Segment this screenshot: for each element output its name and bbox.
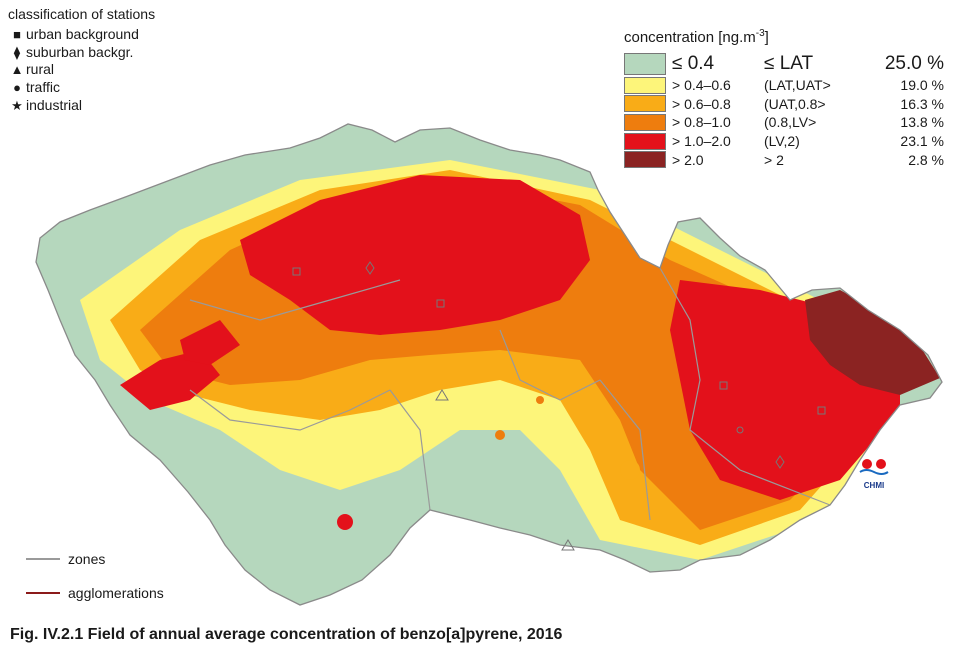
- line-legend: zones agglomerations: [26, 550, 164, 602]
- station-legend-label: urban background: [26, 25, 139, 42]
- chmi-logo: CHMI: [858, 458, 890, 490]
- concentration-range: ≤ 0.4: [672, 53, 715, 74]
- concentration-legend-title: concentration [ng.m-3]: [624, 28, 954, 46]
- concentration-range: > 1.0–2.0: [672, 133, 731, 150]
- concentration-title-text: concentration [ng.m: [624, 29, 756, 46]
- figure-caption: Fig. IV.2.1 Field of annual average conc…: [10, 626, 563, 643]
- urban-background-icon: ■: [13, 26, 21, 42]
- station-classification-legend: classification of stations ■ urban backg…: [8, 6, 155, 115]
- agglomerations-line-swatch: [26, 592, 60, 594]
- rural-marker: [435, 389, 449, 401]
- suburban-background-marker: [365, 261, 375, 275]
- station-legend-item: ▲ rural: [8, 61, 155, 79]
- concentration-swatch: [624, 53, 666, 75]
- zone-borders: [189, 267, 831, 521]
- concentration-range: > 0.6–0.8: [672, 95, 731, 112]
- rural-marker: [561, 539, 575, 551]
- concentration-swatch: [624, 76, 666, 94]
- agglomerations-label: agglomerations: [68, 585, 164, 601]
- concentration-limit: (0.8,LV>: [764, 114, 817, 131]
- concentration-limit: > 2: [764, 151, 784, 168]
- concentration-percent: 19.0 %: [900, 77, 944, 94]
- concentration-swatch: [624, 113, 666, 131]
- concentration-legend-item: > 0.4–0.6 (LAT,UAT> 19.0 %: [624, 76, 954, 95]
- station-legend-title: classification of stations: [8, 6, 156, 22]
- concentration-percent: 13.8 %: [900, 114, 944, 131]
- station-legend-label: rural: [26, 61, 55, 78]
- agglomerations-legend-item: agglomerations: [26, 584, 164, 602]
- concentration-percent: 25.0 %: [884, 53, 944, 74]
- traffic-icon: ●: [13, 80, 21, 96]
- station-legend-label: traffic: [26, 79, 60, 96]
- station-legend-item: ⧫ suburban backgr.: [8, 44, 155, 62]
- concentration-legend-item: ≤ 0.4 ≤ LAT 25.0 %: [624, 52, 954, 76]
- concentration-range: > 0.4–0.6: [672, 77, 731, 94]
- concentration-legend-item: > 0.8–1.0 (0.8,LV> 13.8 %: [624, 113, 954, 132]
- station-legend-label: suburban backgr.: [26, 43, 134, 60]
- rural-icon: ▲: [10, 62, 24, 78]
- zones-label: zones: [68, 551, 106, 567]
- concentration-title-exponent: -3: [755, 28, 765, 39]
- station-legend-item: ● traffic: [8, 79, 155, 97]
- station-markers: [292, 261, 826, 551]
- traffic-marker: [736, 426, 744, 434]
- concentration-legend: concentration [ng.m-3] ≤ 0.4 ≤ LAT 25.0 % >…: [624, 28, 954, 169]
- suburban-background-marker: [775, 455, 785, 469]
- concentration-legend-item: > 1.0–2.0 (LV,2) 23.1 %: [624, 132, 954, 151]
- concentration-percent: 16.3 %: [900, 95, 944, 112]
- station-legend-label: industrial: [26, 96, 83, 113]
- concentration-percent: 23.1 %: [900, 133, 944, 150]
- station-legend-item: ★ industrial: [8, 97, 155, 115]
- concentration-range: > 2.0: [672, 151, 704, 168]
- industrial-icon: ★: [11, 97, 23, 113]
- station-legend-item: ■ urban background: [8, 26, 155, 44]
- chmi-logo-text: CHMI: [863, 481, 885, 490]
- concentration-percent: 2.8 %: [908, 151, 944, 168]
- concentration-swatch: [624, 95, 666, 113]
- urban-background-marker: [292, 267, 301, 276]
- concentration-swatch: [624, 132, 666, 150]
- concentration-limit: (LV,2): [764, 133, 800, 150]
- zones-legend-item: zones: [26, 550, 164, 568]
- concentration-swatch: [624, 151, 666, 169]
- suburban-background-icon: ⧫: [13, 44, 21, 60]
- urban-background-marker: [719, 381, 728, 390]
- urban-background-marker: [817, 406, 826, 415]
- chmi-logo-icon: [859, 459, 889, 475]
- concentration-title-end: ]: [764, 29, 769, 46]
- urban-background-marker: [436, 299, 445, 308]
- concentration-limit: ≤ LAT: [764, 53, 814, 74]
- concentration-range: > 0.8–1.0: [672, 114, 731, 131]
- zones-line-swatch: [26, 558, 60, 560]
- concentration-legend-item: > 0.6–0.8 (UAT,0.8> 16.3 %: [624, 95, 954, 114]
- concentration-limit: (LAT,UAT>: [764, 77, 831, 94]
- concentration-legend-item: > 2.0 > 2 2.8 %: [624, 150, 954, 169]
- concentration-limit: (UAT,0.8>: [764, 95, 826, 112]
